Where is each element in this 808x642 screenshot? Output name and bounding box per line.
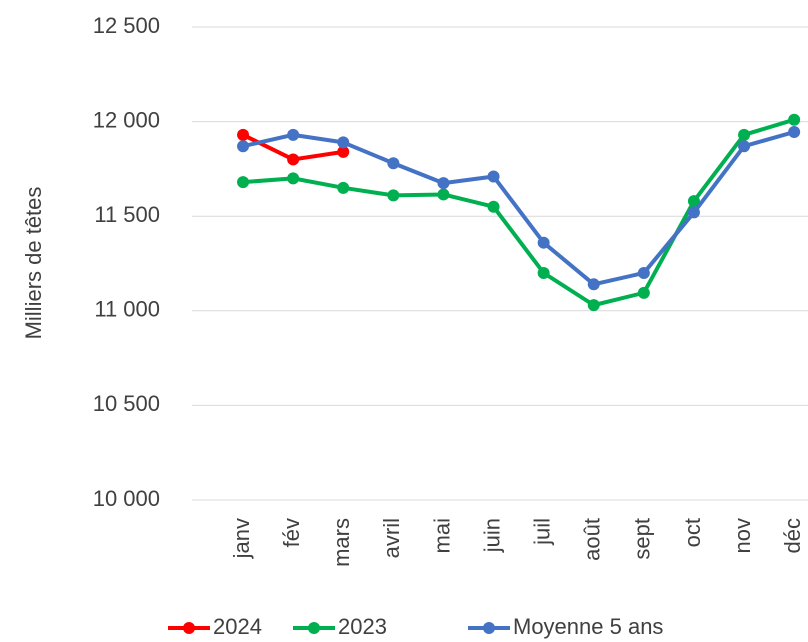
data-point xyxy=(487,170,500,183)
data-point xyxy=(287,172,300,185)
y-tick-label: 12 000 xyxy=(93,107,160,132)
x-tick-label: oct xyxy=(680,518,705,547)
legend-marker xyxy=(183,622,195,634)
data-point xyxy=(637,286,650,299)
legend-label: Moyenne 5 ans xyxy=(513,614,663,639)
data-point xyxy=(687,206,700,219)
x-tick-label: août xyxy=(580,518,605,561)
data-point xyxy=(287,153,300,166)
x-tick-label: juil xyxy=(529,518,554,546)
data-point xyxy=(287,128,300,141)
data-point xyxy=(587,299,600,312)
data-point xyxy=(337,181,350,194)
data-point xyxy=(337,145,350,158)
legend-marker xyxy=(483,622,495,634)
data-point xyxy=(337,136,350,149)
data-point xyxy=(487,200,500,213)
y-axis-label: Milliers de têtes xyxy=(21,187,46,340)
data-point xyxy=(437,188,450,201)
data-point xyxy=(637,266,650,279)
data-point xyxy=(237,176,250,189)
y-tick-label: 10 500 xyxy=(93,391,160,416)
x-tick-label: janv xyxy=(229,518,254,559)
data-point xyxy=(788,113,801,126)
data-point xyxy=(437,177,450,190)
y-tick-label: 12 500 xyxy=(93,13,160,38)
series-line xyxy=(242,130,795,287)
series-line xyxy=(242,117,795,308)
x-tick-label: mars xyxy=(329,518,354,567)
data-point xyxy=(387,189,400,202)
x-tick-label: mai xyxy=(429,518,454,553)
x-tick-label: nov xyxy=(730,518,755,553)
data-point xyxy=(788,126,801,139)
legend-label: 2024 xyxy=(213,614,262,639)
x-tick-label: fév xyxy=(279,518,304,547)
data-point xyxy=(738,140,751,153)
y-tick-label: 11 500 xyxy=(94,202,160,227)
data-point xyxy=(687,195,700,208)
x-tick-label: juin xyxy=(479,518,504,553)
data-point xyxy=(237,140,250,153)
data-point xyxy=(587,278,600,291)
y-tick-label: 10 000 xyxy=(93,486,160,511)
x-tick-label: déc xyxy=(780,518,805,553)
data-point xyxy=(387,157,400,170)
y-tick-label: 11 000 xyxy=(94,297,160,322)
x-tick-label: avril xyxy=(379,518,404,558)
legend-label: 2023 xyxy=(338,614,387,639)
data-point xyxy=(738,128,751,141)
data-point xyxy=(537,236,550,249)
legend-marker xyxy=(308,622,320,634)
x-tick-label: sept xyxy=(630,518,655,560)
data-point xyxy=(237,128,250,141)
data-point xyxy=(537,266,550,279)
